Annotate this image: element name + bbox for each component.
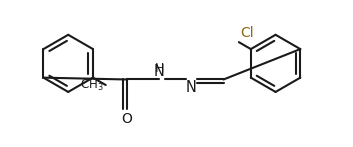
Text: H: H	[154, 62, 164, 75]
Text: N: N	[154, 64, 164, 78]
Text: Cl: Cl	[241, 26, 254, 40]
Text: N: N	[186, 80, 197, 95]
Text: O: O	[121, 112, 132, 126]
Text: CH$_3$: CH$_3$	[80, 77, 103, 93]
